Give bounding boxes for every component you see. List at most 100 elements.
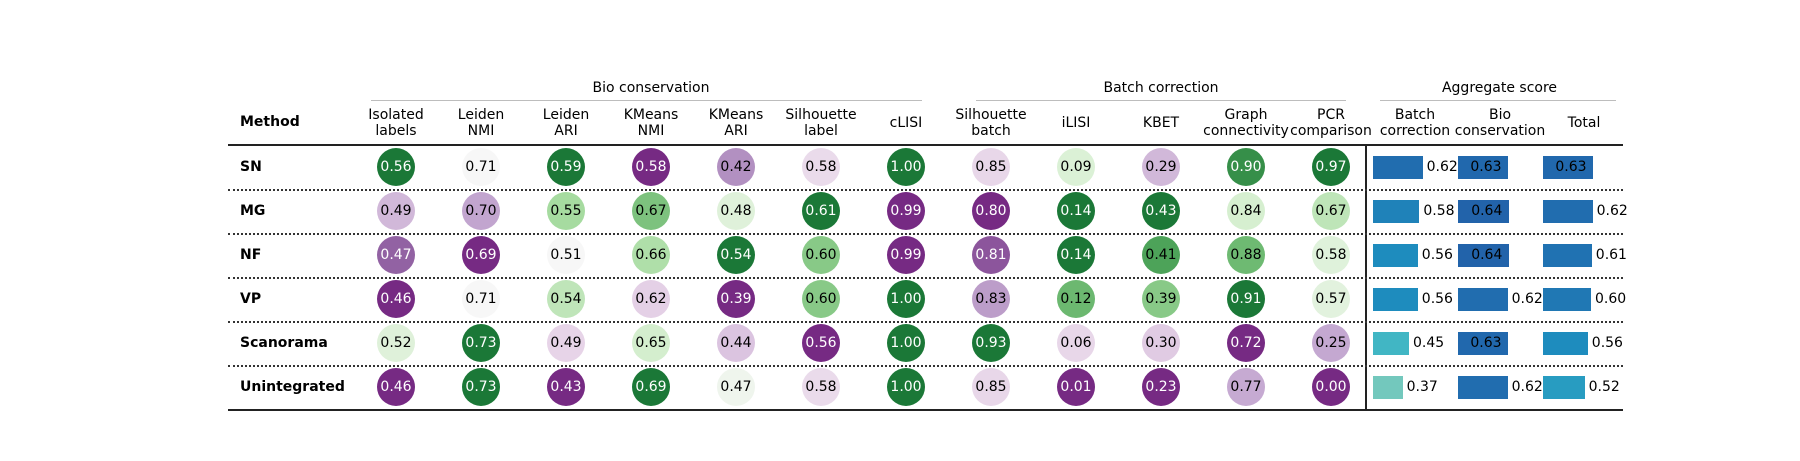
aggregate-value-label: 0.62: [1596, 203, 1628, 219]
score-circle: 1.00: [887, 368, 925, 406]
column-header-line: labels: [375, 123, 417, 139]
aggregate-value-label: 0.52: [1588, 379, 1620, 395]
row-separator: [228, 321, 1623, 323]
aggregate-bar: [1543, 199, 1593, 223]
column-header-line: Batch: [1394, 107, 1436, 123]
score-circle: 0.51: [547, 236, 585, 274]
score-circle: 0.55: [547, 192, 585, 230]
score-circle: 0.43: [1142, 192, 1180, 230]
score-circle: 0.85: [972, 148, 1010, 186]
aggregate-bar: [1458, 331, 1509, 355]
score-circle: 1.00: [887, 148, 925, 186]
header-rule: [228, 144, 1623, 146]
score-circle: 0.58: [802, 148, 840, 186]
column-header-line: Isolated: [368, 107, 424, 123]
aggregate-value-label: 0.60: [1595, 291, 1627, 307]
score-circle: 0.25: [1312, 324, 1350, 362]
score-circle: 1.00: [887, 324, 925, 362]
score-circle: 0.29: [1142, 148, 1180, 186]
column-header-agg_batch: Batch correction: [1380, 107, 1450, 139]
aggregate-bar: [1373, 375, 1403, 399]
aggregate-bar: [1373, 243, 1418, 267]
score-circle: 0.72: [1227, 324, 1265, 362]
score-circle: 0.73: [462, 368, 500, 406]
score-circle: 0.91: [1227, 280, 1265, 318]
column-header-line: KMeans: [708, 107, 764, 123]
score-circle: 0.84: [1227, 192, 1265, 230]
score-circle: 0.59: [547, 148, 585, 186]
score-circle: 0.42: [717, 148, 755, 186]
aggregate-bar: [1373, 199, 1420, 223]
column-header-kbet: KBET: [1143, 115, 1179, 131]
score-circle: 0.48: [717, 192, 755, 230]
column-header-clisi: cLISI: [890, 115, 923, 131]
score-circle: 0.90: [1227, 148, 1265, 186]
column-header-line: KBET: [1142, 115, 1180, 131]
score-circle: 0.56: [802, 324, 840, 362]
column-header-agg_bio: Bio conservation: [1455, 107, 1545, 139]
aggregate-value-label: 0.61: [1595, 247, 1627, 263]
score-circle: 0.60: [802, 236, 840, 274]
column-header-line: comparison: [1290, 123, 1372, 139]
score-circle: 0.47: [717, 368, 755, 406]
aggregate-value-label: 0.58: [1423, 203, 1455, 219]
group-underline-bio: [371, 100, 922, 101]
method-label: MG: [240, 203, 266, 219]
score-circle: 0.85: [972, 368, 1010, 406]
score-circle: 1.00: [887, 280, 925, 318]
column-header-leiden_ari: Leiden ARI: [543, 107, 589, 139]
score-circle: 0.69: [632, 368, 670, 406]
column-header-line: Silhouette: [785, 107, 857, 123]
column-header-kmeans_ari: KMeans ARI: [709, 107, 764, 139]
score-circle: 0.44: [717, 324, 755, 362]
row-separator: [228, 233, 1623, 235]
score-circle: 0.52: [377, 324, 415, 362]
aggregate-bar: [1543, 287, 1591, 311]
score-circle: 0.99: [887, 192, 925, 230]
column-header-pcr_comparison: PCR comparison: [1290, 107, 1372, 139]
score-circle: 0.49: [377, 192, 415, 230]
aggregate-value-label: 0.45: [1413, 335, 1445, 351]
column-header-line: label: [804, 123, 838, 139]
score-circle: 0.67: [1312, 192, 1350, 230]
aggregate-bar: [1458, 287, 1508, 311]
aggregate-bar: [1543, 331, 1588, 355]
aggregate-bar: [1543, 243, 1592, 267]
score-circle: 0.49: [547, 324, 585, 362]
score-circle: 0.66: [632, 236, 670, 274]
score-circle: 0.58: [802, 368, 840, 406]
group-title-batch: Batch correction: [1103, 80, 1219, 96]
row-separator: [228, 189, 1623, 191]
aggregate-value-label: 0.37: [1406, 379, 1438, 395]
column-header-line: batch: [971, 123, 1011, 139]
aggregate-bar: [1458, 199, 1510, 223]
column-header-line: Bio: [1488, 107, 1512, 123]
score-circle: 0.14: [1057, 192, 1095, 230]
score-circle: 0.65: [632, 324, 670, 362]
column-header-line: correction: [1379, 123, 1451, 139]
score-circle: 0.97: [1312, 148, 1350, 186]
score-circle: 0.83: [972, 280, 1010, 318]
score-circle: 0.73: [462, 324, 500, 362]
aggregate-value-label: 0.64: [1471, 203, 1503, 219]
column-header-line: PCR: [1317, 107, 1345, 123]
score-circle: 0.77: [1227, 368, 1265, 406]
score-circle: 0.06: [1057, 324, 1095, 362]
score-circle: 0.99: [887, 236, 925, 274]
score-circle: 0.47: [377, 236, 415, 274]
group-title-agg: Aggregate score: [1441, 80, 1558, 96]
aggregate-value-label: 0.63: [1470, 159, 1502, 175]
score-circle: 0.39: [717, 280, 755, 318]
score-circle: 0.54: [547, 280, 585, 318]
column-header-line: iLISI: [1061, 115, 1091, 131]
method-label: Scanorama: [240, 335, 328, 351]
aggregate-value-label: 0.64: [1471, 247, 1503, 263]
aggregate-bar: [1373, 287, 1418, 311]
aggregate-bar: [1458, 375, 1508, 399]
score-circle: 0.61: [802, 192, 840, 230]
method-label: VP: [240, 291, 262, 307]
aggregate-bar: [1373, 155, 1423, 179]
method-column-header: Method: [240, 114, 300, 130]
score-circle: 0.67: [632, 192, 670, 230]
aggregate-bar: [1373, 331, 1409, 355]
